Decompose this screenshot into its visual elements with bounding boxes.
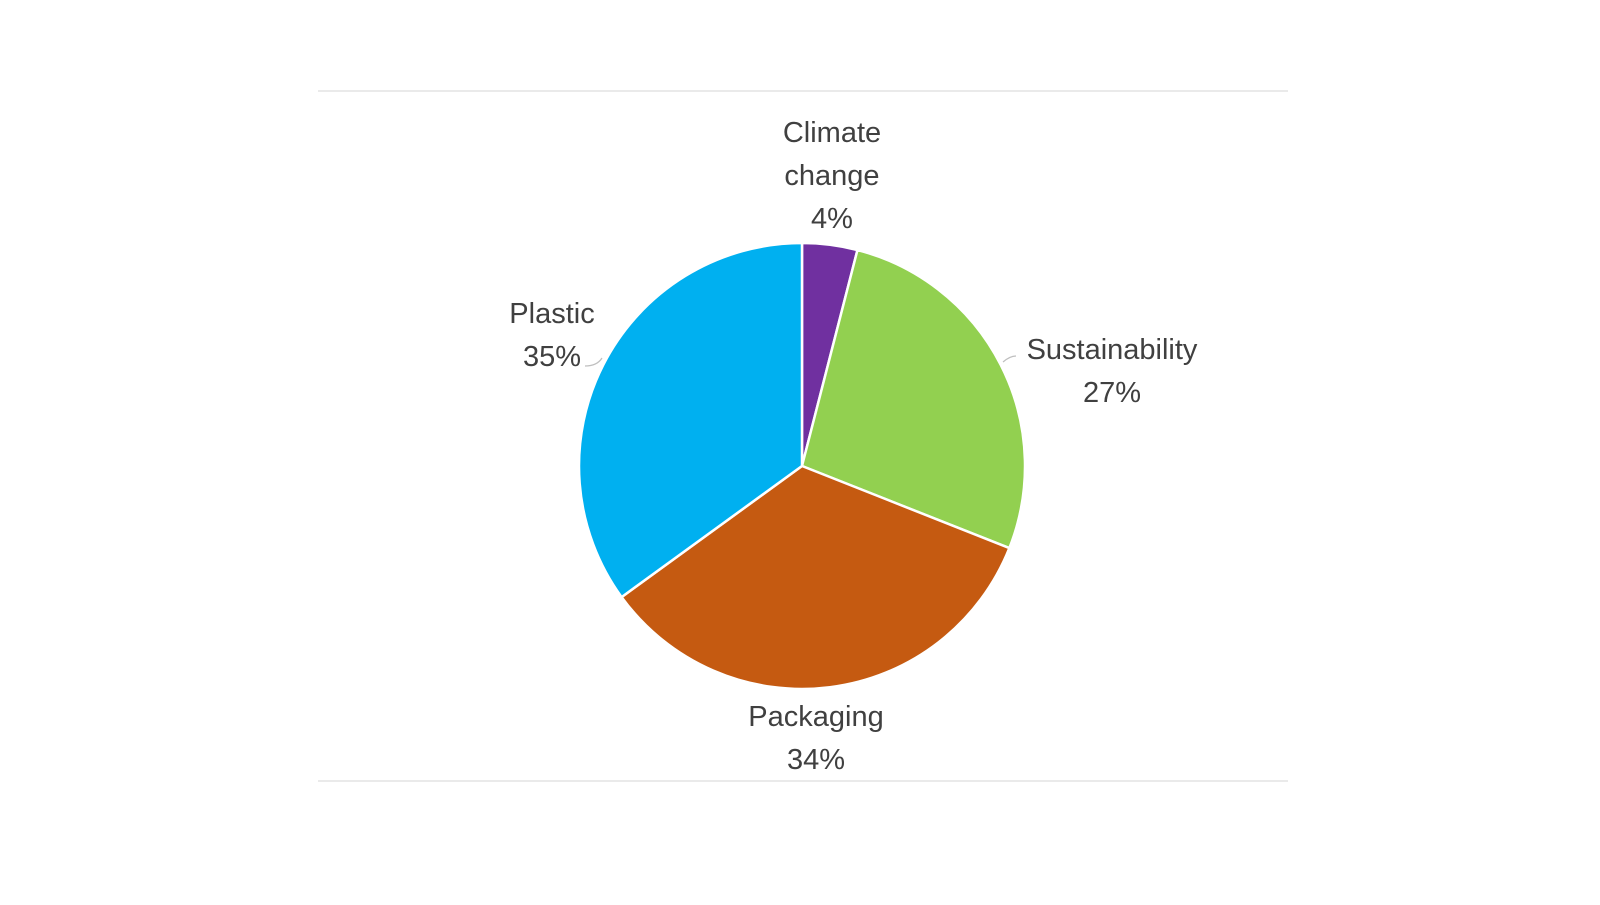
data-label-sustainability: Sustainability 27% xyxy=(1027,334,1198,409)
pie-slice-sustainability xyxy=(800,248,1027,550)
data-label-percent-plastic: 35% xyxy=(523,341,581,373)
data-label-category-packaging: Packaging xyxy=(748,701,883,733)
data-label-category-sustainability: Sustainability xyxy=(1027,334,1198,366)
data-label-packaging: Packaging 34% xyxy=(748,701,883,776)
leader-line-plastic xyxy=(584,357,603,367)
label-leader-lines xyxy=(584,355,1017,367)
data-label-plastic: Plastic 35% xyxy=(509,298,594,373)
pie-slice-packaging xyxy=(619,464,1011,691)
data-label-percent-packaging: 34% xyxy=(787,744,845,776)
pie-data-labels: Climate change 4% Sustainability 27% Packagin… xyxy=(509,117,1198,776)
data-label-category-plastic: Plastic xyxy=(509,298,594,330)
leader-line-sustainability xyxy=(1002,355,1017,363)
pie-slice-plastic xyxy=(577,241,804,599)
data-label-category-climate-change: Climate xyxy=(783,117,881,149)
data-label-climate-change: Climate change 4% xyxy=(783,117,881,235)
data-label-percent-sustainability: 27% xyxy=(1083,377,1141,409)
pie-slices xyxy=(577,241,1027,691)
data-label-percent-climate-change: 4% xyxy=(811,203,853,235)
data-label-category-climate-change: change xyxy=(784,160,879,192)
